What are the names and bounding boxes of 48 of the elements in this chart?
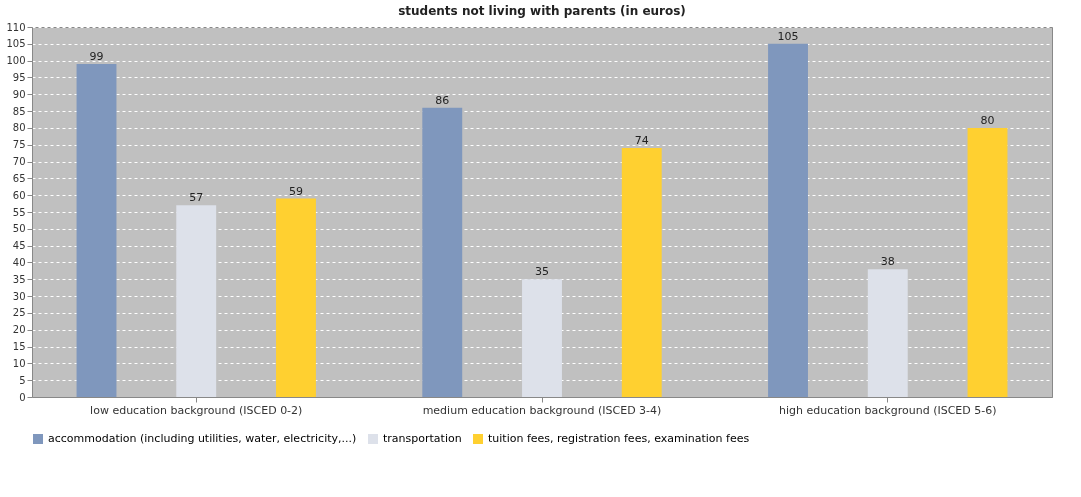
y-tick-label: 110 [6,21,26,33]
y-tick-label: 35 [12,273,26,285]
bar [76,64,117,397]
y-tick-label: 100 [6,55,26,67]
x-tick-label: low education background (ISCED 0-2) [90,403,303,417]
bar [276,198,316,397]
y-tick-label: 55 [12,206,26,218]
data-label: 105 [777,29,799,43]
y-tick-label: 10 [12,357,26,369]
bar [621,148,662,397]
legend-label: transportation [383,432,462,445]
x-tick-label: medium education background (ISCED 3-4) [422,403,662,417]
y-tick-label: 20 [12,324,26,336]
y-tick-label: 5 [19,374,26,386]
legend-label: tuition fees, registration fees, examination fees [488,432,750,445]
data-label: 86 [435,93,450,107]
data-label: 57 [189,191,204,205]
chart-title: students not living with parents (in euros) [398,4,686,18]
bar [522,279,562,397]
y-tick-label: 105 [6,38,26,50]
data-label: 74 [634,134,649,148]
y-tick-label: 40 [12,256,26,268]
bar [768,43,808,397]
y-tick-label: 0 [19,391,26,403]
y-tick-label: 85 [12,105,26,117]
data-label: 35 [535,265,549,279]
y-tick-label: 75 [12,139,26,151]
y-tick-label: 30 [12,290,26,302]
bar [967,127,1008,397]
data-label: 99 [89,50,104,63]
y-tick-label: 45 [12,240,26,252]
y-tick-label: 90 [12,88,26,100]
y-tick-label: 70 [12,156,26,168]
data-label: 59 [288,184,303,198]
data-label: 80 [980,113,995,127]
y-tick-label: 65 [12,172,26,184]
y-tick-label: 60 [12,189,26,201]
bar [422,107,463,397]
y-tick-label: 50 [12,223,26,235]
y-tick-label: 95 [12,71,26,83]
bar [176,205,217,397]
y-tick-label: 80 [12,122,26,134]
y-tick-label: 25 [12,307,26,319]
x-tick-label: high education background (ISCED 5-6) [779,403,997,417]
legend-label: accommodation (including utilities, water, electricity,...) [48,432,357,445]
y-tick-label: 15 [12,341,26,353]
bar [867,269,908,397]
data-label: 38 [880,255,895,269]
